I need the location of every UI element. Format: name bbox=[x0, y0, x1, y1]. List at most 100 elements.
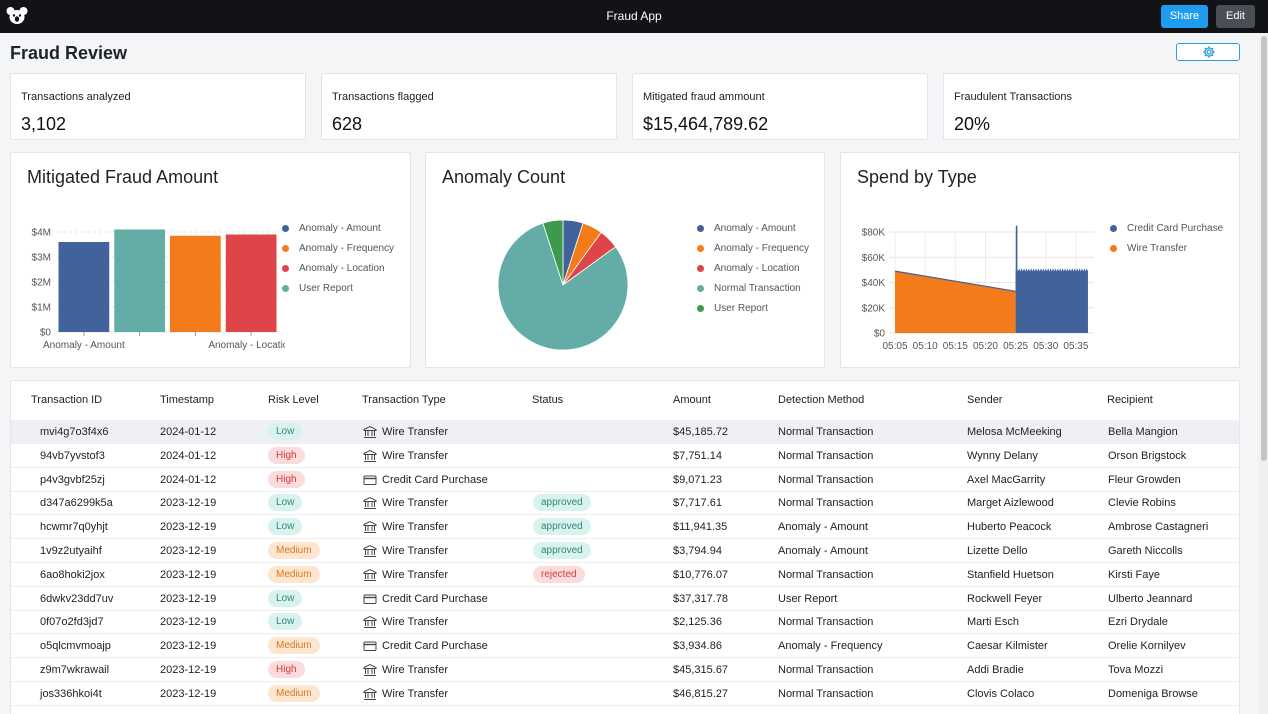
transaction-id: mvi4g7o3f4x6 bbox=[40, 426, 109, 438]
transaction-type: Wire Transfer bbox=[382, 426, 449, 438]
x-tick-label: 05:25 bbox=[1003, 341, 1028, 352]
spend-by-type-chart-card: Spend by Type $0 $20K $40K $60K $80K 05:05 05:… bbox=[840, 152, 1240, 368]
kpi-label: Transactions flagged bbox=[332, 91, 434, 103]
legend-item[interactable]: Wire Transfer bbox=[1110, 238, 1223, 258]
column-header-status[interactable]: Status bbox=[532, 394, 564, 406]
recipient: Tova Mozzi bbox=[1108, 664, 1164, 676]
kpi-value: 3,102 bbox=[21, 114, 67, 134]
legend-label: User Report bbox=[299, 282, 353, 294]
legend-item[interactable]: User Report bbox=[282, 278, 394, 298]
legend-label: Anomaly - Frequency bbox=[714, 242, 810, 254]
series-line-wire-transfer bbox=[894, 270, 1016, 292]
bar bbox=[114, 229, 165, 332]
bar-legend: Anomaly - Amount Anomaly - Frequency Ano… bbox=[282, 218, 394, 298]
timestamp: 2023-12-19 bbox=[160, 664, 217, 676]
transaction-type: Wire Transfer bbox=[382, 497, 449, 510]
column-header-sender[interactable]: Sender bbox=[967, 394, 1003, 406]
legend-swatch bbox=[282, 284, 289, 292]
transaction-type: Wire Transfer bbox=[382, 568, 449, 581]
kpi-label: Fraudulent Transactions bbox=[954, 91, 1073, 103]
series-area-wire-transfer-edge bbox=[1012, 291, 1016, 333]
pie-slice bbox=[542, 219, 564, 286]
table-row[interactable]: o5qlcmvmoajp 2023-12-19 Medium Credit Card … bbox=[11, 634, 1239, 659]
status-badge: approved bbox=[533, 542, 591, 559]
transaction-id: d347a6299k5a bbox=[40, 497, 113, 510]
amount: $2,125.36 bbox=[673, 616, 722, 629]
sender: Stanfield Huetson bbox=[967, 568, 1054, 581]
koala-logo-icon[interactable] bbox=[6, 6, 28, 26]
chart-title: Mitigated Fraud Amount bbox=[27, 167, 219, 187]
table-row[interactable]: jos336hkoi4t 2023-12-19 Medium Wire Transfe… bbox=[11, 682, 1239, 706]
table-row[interactable]: 94vb7yvstof3 2024-01-12 High Wire Transfer $… bbox=[11, 444, 1239, 468]
legend-item[interactable]: Anomaly - Amount bbox=[282, 218, 394, 238]
transaction-type: Wire Transfer bbox=[382, 449, 449, 462]
sender: Lizette Dello bbox=[967, 545, 1028, 557]
legend-label: Anomaly - Location bbox=[299, 262, 385, 274]
timestamp: 2023-12-19 bbox=[160, 687, 217, 700]
table-row[interactable]: hcwmr7q0yhjt 2023-12-19 Low Wire Transfer ap… bbox=[11, 515, 1239, 540]
timestamp: 2023-12-19 bbox=[160, 521, 217, 534]
amount: $9,071.23 bbox=[673, 473, 722, 486]
legend-label: Anomaly - Amount bbox=[299, 222, 381, 234]
column-header-transaction-id[interactable]: Transaction ID bbox=[31, 394, 103, 406]
legend-swatch bbox=[697, 244, 704, 252]
chart-title: Anomaly Count bbox=[442, 167, 566, 187]
x-tick-label: 05:15 bbox=[943, 341, 968, 352]
page-scrollbar-thumb[interactable] bbox=[1261, 36, 1267, 461]
recipient: Clevie Robins bbox=[1108, 497, 1176, 510]
detection-method: Normal Transaction bbox=[778, 568, 874, 581]
sender: Marget Aizlewood bbox=[967, 497, 1054, 510]
column-header-recipient[interactable]: Recipient bbox=[1107, 394, 1153, 406]
legend-item[interactable]: Anomaly - Location bbox=[282, 258, 394, 278]
table-row[interactable]: d347a6299k5a 2023-12-19 Low Wire Transfer ap… bbox=[11, 491, 1239, 516]
table-row[interactable]: z9m7wkrawail 2023-12-19 High Wire Transfer $… bbox=[11, 658, 1239, 682]
table-row[interactable]: 6ao8hoki2jox 2023-12-19 Medium Wire Transfe… bbox=[11, 563, 1239, 587]
edit-button[interactable]: Edit bbox=[1216, 5, 1255, 28]
table-row[interactable]: 0f07o2fd3jd7 2023-12-19 Low Wire Transfer $2… bbox=[11, 610, 1239, 635]
share-button[interactable]: Share bbox=[1161, 5, 1208, 28]
sender: Marti Esch bbox=[967, 616, 1019, 629]
column-header-risk-level[interactable]: Risk Level bbox=[268, 394, 319, 406]
amount: $7,751.14 bbox=[673, 449, 722, 462]
legend-swatch bbox=[282, 224, 289, 232]
column-header-timestamp[interactable]: Timestamp bbox=[160, 394, 214, 406]
settings-button[interactable] bbox=[1176, 43, 1240, 61]
detection-method: Anomaly - Amount bbox=[778, 521, 868, 534]
sender: Rockwell Feyer bbox=[967, 592, 1043, 605]
table-row[interactable]: p4v3gvbf25zj 2024-01-12 High Credit Card Pu… bbox=[11, 468, 1239, 492]
table-row[interactable]: 6dwkv23dd7uv 2023-12-19 Low Credit Card Pur… bbox=[11, 587, 1239, 611]
recipient: Orelie Kornilyev bbox=[1108, 640, 1186, 653]
legend-item[interactable]: Anomaly - Amount bbox=[697, 218, 809, 238]
bar bbox=[58, 242, 110, 332]
amount: $10,776.07 bbox=[673, 568, 729, 581]
y-tick-label: $0 bbox=[40, 328, 52, 339]
legend-label: User Report bbox=[714, 302, 768, 314]
column-header-amount[interactable]: Amount bbox=[673, 394, 711, 406]
table-row[interactable]: mvi4g7o3f4x6 2024-01-12 Low Wire Transfer $4… bbox=[11, 420, 1239, 444]
amount: $45,315.67 bbox=[673, 664, 729, 676]
legend-item[interactable]: Credit Card Purchase bbox=[1110, 218, 1223, 238]
y-tick-label: $4M bbox=[32, 228, 51, 239]
legend-item[interactable]: User Report bbox=[697, 298, 809, 318]
y-tick-label: $3M bbox=[32, 253, 51, 264]
legend-item[interactable]: Anomaly - Location bbox=[697, 258, 809, 278]
table-row[interactable]: 1v9z2utyaihf 2023-12-19 Medium Wire Transfe… bbox=[11, 539, 1239, 563]
transaction-id: 0f07o2fd3jd7 bbox=[40, 616, 104, 629]
status-badge: approved bbox=[533, 518, 591, 536]
recipient: Domeniga Browse bbox=[1108, 687, 1198, 700]
legend-label: Anomaly - Frequency bbox=[299, 242, 395, 254]
detection-method: Normal Transaction bbox=[778, 687, 874, 700]
legend-item[interactable]: Anomaly - Frequency bbox=[282, 238, 394, 258]
column-header-transaction-type[interactable]: Transaction Type bbox=[362, 394, 446, 406]
page-title: Fraud Review bbox=[10, 43, 128, 63]
amount: $3,934.86 bbox=[673, 640, 722, 653]
recipient: Fleur Growden bbox=[1108, 473, 1181, 486]
legend-swatch bbox=[1110, 224, 1117, 232]
legend-swatch bbox=[282, 244, 289, 252]
x-tick-label: 05:05 bbox=[883, 341, 908, 352]
detection-method: Normal Transaction bbox=[778, 497, 874, 510]
transaction-type: Wire Transfer bbox=[382, 616, 449, 629]
legend-item[interactable]: Normal Transaction bbox=[697, 278, 809, 298]
column-header-detection-method[interactable]: Detection Method bbox=[778, 394, 865, 406]
legend-item[interactable]: Anomaly - Frequency bbox=[697, 238, 809, 258]
